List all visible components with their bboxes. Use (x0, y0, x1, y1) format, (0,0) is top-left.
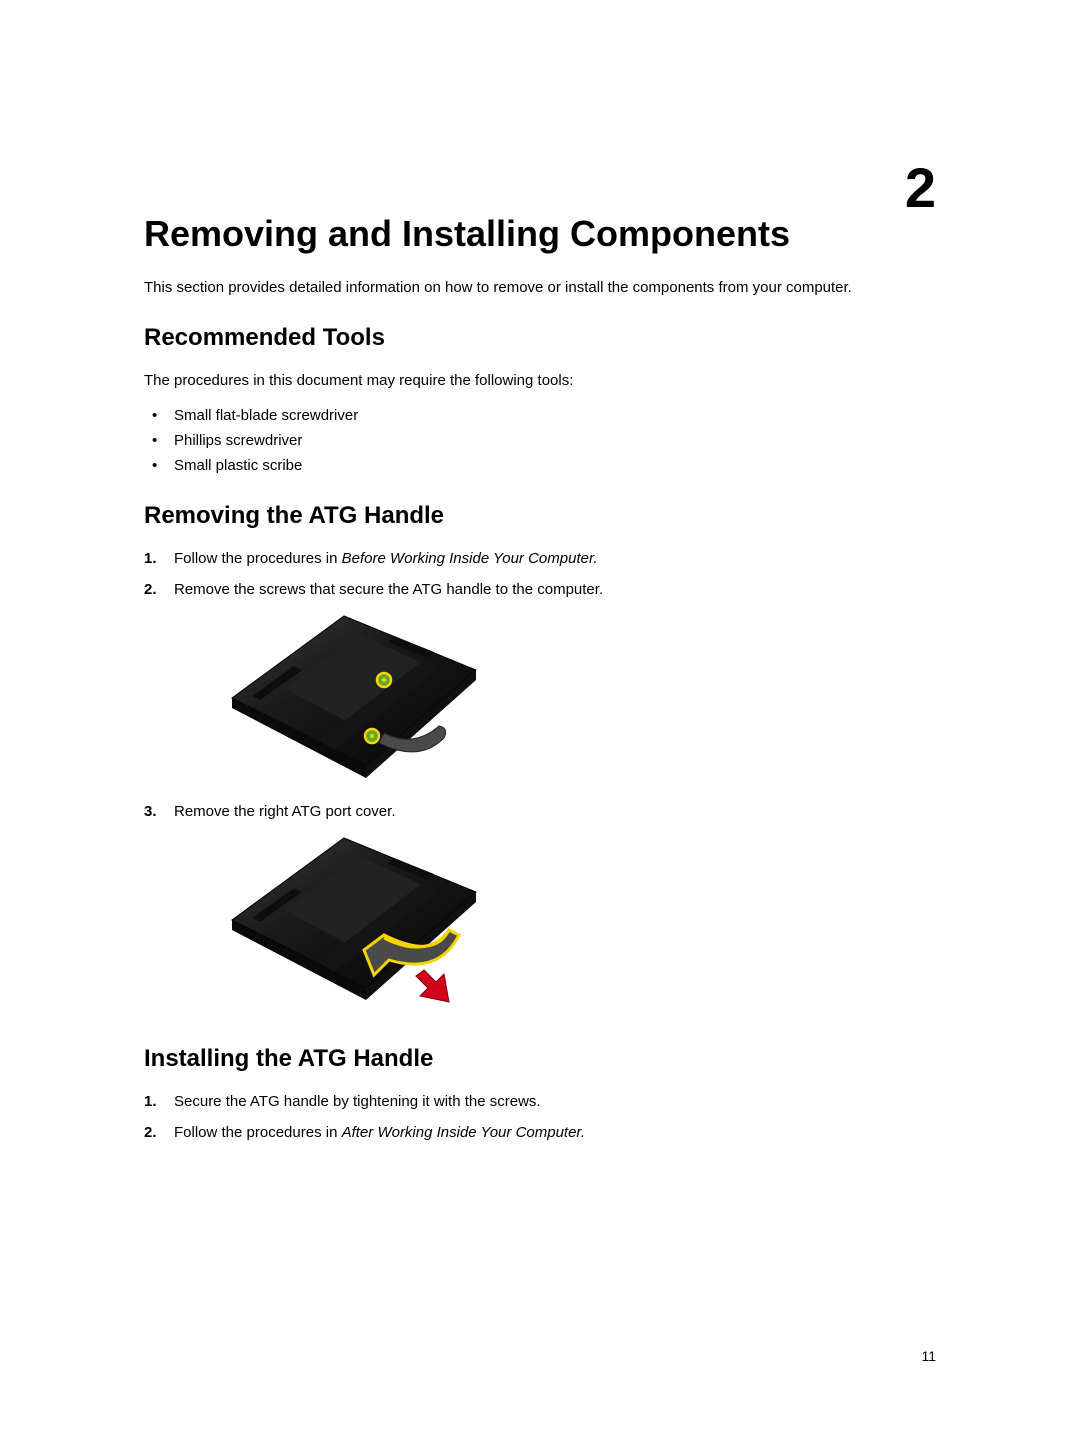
removing-steps: 1. Follow the procedures in Before Worki… (174, 550, 936, 1025)
step-text: Follow the procedures in (174, 1124, 342, 1141)
step-item: 2. Follow the procedures in After Workin… (174, 1124, 936, 1141)
tools-lead: The procedures in this document may requ… (144, 372, 936, 389)
step-number: 1. (144, 550, 157, 567)
step-italic: Before Working Inside Your Computer. (342, 550, 598, 567)
step-item: 2. Remove the screws that secure the ATG… (174, 581, 936, 783)
page-number: 11 (921, 1348, 936, 1364)
step-text: Remove the right ATG port cover. (174, 803, 395, 820)
step-number: 2. (144, 1124, 157, 1141)
step-text: Remove the screws that secure the ATG ha… (174, 581, 603, 598)
step-number: 3. (144, 803, 157, 820)
step-item: 3. Remove the right ATG port cover. (174, 803, 936, 1025)
section-heading-installing: Installing the ATG Handle (144, 1045, 936, 1073)
section-heading-removing: Removing the ATG Handle (144, 502, 936, 530)
intro-text: This section provides detailed informati… (144, 279, 936, 296)
list-item: Phillips screwdriver (174, 432, 936, 449)
step-number: 2. (144, 581, 157, 598)
tools-list: Small flat-blade screwdriver Phillips sc… (174, 407, 936, 474)
list-item: Small flat-blade screwdriver (174, 407, 936, 424)
step-item: 1. Follow the procedures in Before Worki… (174, 550, 936, 567)
list-item: Small plastic scribe (174, 457, 936, 474)
step-text: Follow the procedures in (174, 550, 342, 567)
figure-screws (224, 608, 936, 783)
figure-port-cover (224, 830, 936, 1025)
installing-steps: 1. Secure the ATG handle by tightening i… (174, 1093, 936, 1141)
step-text: Secure the ATG handle by tightening it w… (174, 1093, 541, 1110)
chapter-number: 2 (905, 155, 936, 220)
step-italic: After Working Inside Your Computer. (342, 1124, 585, 1141)
section-heading-tools: Recommended Tools (144, 324, 936, 352)
page-title: Removing and Installing Components (144, 213, 936, 255)
step-item: 1. Secure the ATG handle by tightening i… (174, 1093, 936, 1110)
step-number: 1. (144, 1093, 157, 1110)
